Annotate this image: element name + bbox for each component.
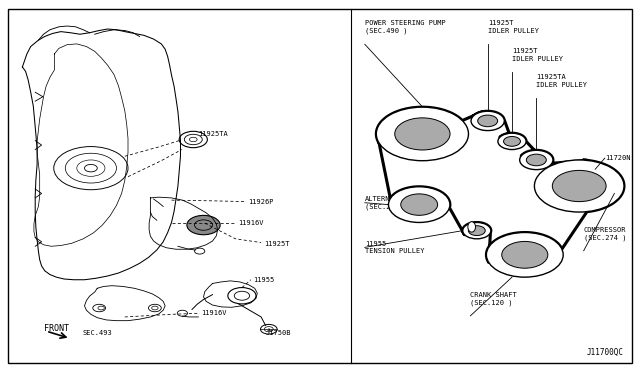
Circle shape	[376, 107, 468, 161]
Text: 11926P: 11926P	[248, 199, 274, 205]
Text: 11925T
IDLER PULLEY: 11925T IDLER PULLEY	[512, 48, 563, 62]
Circle shape	[526, 154, 547, 166]
Text: SEC.493: SEC.493	[83, 330, 112, 336]
Circle shape	[395, 118, 450, 150]
Circle shape	[520, 150, 553, 170]
Text: CRANK SHAFT
(SEC.120 ): CRANK SHAFT (SEC.120 )	[470, 292, 517, 306]
Text: 11955: 11955	[253, 277, 274, 283]
Text: 11916V: 11916V	[202, 310, 227, 316]
Text: FRONT: FRONT	[44, 324, 68, 333]
Circle shape	[504, 137, 520, 146]
Text: 11955
TENSION PULLEY: 11955 TENSION PULLEY	[365, 241, 424, 254]
Text: 11720N: 11720N	[605, 155, 630, 161]
Text: J1750B: J1750B	[266, 330, 291, 336]
Ellipse shape	[468, 222, 476, 232]
Text: J11700QC: J11700QC	[587, 348, 624, 357]
Text: POWER STEERING PUMP
(SEC.490 ): POWER STEERING PUMP (SEC.490 )	[365, 20, 445, 35]
Circle shape	[486, 232, 563, 277]
Circle shape	[463, 222, 491, 239]
Text: 11925TA: 11925TA	[198, 131, 228, 137]
Circle shape	[498, 133, 526, 150]
Circle shape	[552, 170, 606, 202]
Circle shape	[477, 115, 498, 127]
Circle shape	[401, 194, 438, 215]
Text: 11925TA
IDLER PULLEY: 11925TA IDLER PULLEY	[536, 74, 588, 88]
Text: ALTERNATOR
(SEC.231 ): ALTERNATOR (SEC.231 )	[365, 196, 407, 210]
Text: 11916V: 11916V	[238, 220, 264, 226]
Text: 11925T: 11925T	[264, 241, 289, 247]
Circle shape	[471, 111, 504, 131]
Text: 11925T
IDLER PULLEY: 11925T IDLER PULLEY	[488, 20, 539, 34]
Circle shape	[187, 215, 220, 235]
Circle shape	[534, 160, 624, 212]
Circle shape	[502, 241, 548, 268]
Circle shape	[388, 187, 450, 222]
Circle shape	[468, 226, 485, 235]
Text: COMPRESSOR
(SEC.274 ): COMPRESSOR (SEC.274 )	[584, 227, 626, 241]
